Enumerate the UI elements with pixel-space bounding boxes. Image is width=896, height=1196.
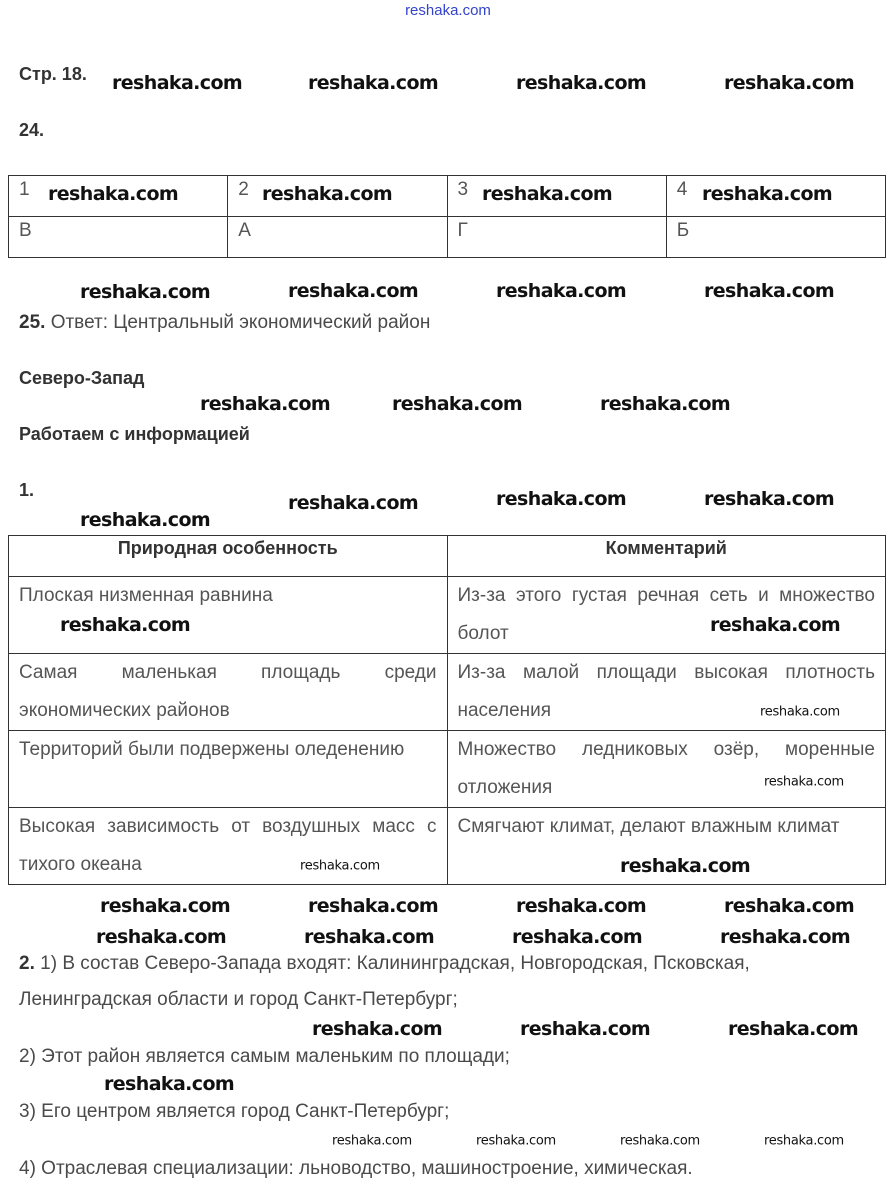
watermark: reshaka.com: [720, 926, 851, 948]
task-25-answer: Ответ: Центральный экономический район: [50, 312, 431, 333]
subsection-title: Работаем с информацией: [19, 424, 250, 444]
task-2-item: 3) Его центром является город Санкт-Пете…: [19, 1101, 450, 1122]
watermark: reshaka.com: [200, 393, 331, 415]
watermark: reshaka.com: [312, 1018, 443, 1040]
watermark: reshaka.com: [262, 183, 393, 205]
table-cell: В: [7, 216, 229, 258]
watermark: reshaka.com: [60, 614, 191, 636]
watermark: reshaka.com: [516, 895, 647, 917]
table-cell: Г: [446, 216, 667, 258]
task-2-item: 2) Этот район является самым маленьким п…: [19, 1046, 510, 1067]
task-2-item: 1) В состав Северо-Запада входят: Калини…: [40, 953, 750, 974]
watermark: reshaka.com: [620, 855, 751, 877]
task-2-line-1: 2. 1) В состав Северо-Запада входят: Кал…: [19, 953, 750, 975]
watermark: reshaka.com: [476, 1133, 556, 1149]
watermark: reshaka.com: [724, 72, 855, 94]
watermark: reshaka.com: [288, 280, 419, 302]
page-label: Стр. 18.: [19, 64, 87, 84]
site-watermark-top[interactable]: reshaka.com: [405, 2, 491, 19]
watermark: reshaka.com: [704, 488, 835, 510]
table-header-row: Природная особенность Комментарий: [8, 535, 886, 577]
watermark: reshaka.com: [332, 1133, 412, 1149]
task-2-item: 4) Отраслевая специализации: льноводство…: [19, 1158, 693, 1179]
watermark: reshaka.com: [48, 183, 179, 205]
table-cell: А: [227, 216, 448, 258]
task-25-number: 25.: [19, 312, 46, 333]
column-header: Природная особенность: [8, 535, 448, 577]
watermark: reshaka.com: [96, 926, 227, 948]
watermark: reshaka.com: [764, 774, 844, 790]
task-25: 25. Ответ: Центральный экономический рай…: [19, 312, 430, 334]
watermark: reshaka.com: [516, 72, 647, 94]
watermark: reshaka.com: [308, 895, 439, 917]
watermark: reshaka.com: [710, 614, 841, 636]
watermark: reshaka.com: [80, 281, 211, 303]
watermark: reshaka.com: [702, 183, 833, 205]
watermark: reshaka.com: [304, 926, 435, 948]
table-row: Высокая зависимость от воздушных масс с …: [8, 807, 886, 885]
task-1-table: Природная особенность Комментарий Плоска…: [8, 535, 886, 885]
table-cell: Территорий были подвержены оледенению: [8, 730, 448, 808]
table-cell: Самая маленькая площадь среди экономичес…: [8, 653, 448, 731]
table-cell: Высокая зависимость от воздушных масс с …: [8, 807, 448, 885]
watermark: reshaka.com: [100, 895, 231, 917]
watermark: reshaka.com: [288, 492, 419, 514]
column-header: Комментарий: [446, 535, 886, 577]
table-cell: Смягчают климат, делают влажным климат: [446, 807, 886, 885]
table-cell: Из-за этого густая речная сеть и множест…: [446, 576, 886, 654]
section-title: Северо-Запад: [19, 368, 145, 388]
watermark: reshaka.com: [620, 1133, 700, 1149]
watermark: reshaka.com: [512, 926, 643, 948]
task-24-number: 24.: [19, 120, 45, 140]
task-2-number: 2.: [19, 953, 35, 974]
watermark: reshaka.com: [704, 280, 835, 302]
table-cell: Из-за малой площади высокая плотность на…: [446, 653, 886, 731]
watermark: reshaka.com: [496, 280, 627, 302]
table-cell: 1: [7, 175, 229, 217]
watermark: reshaka.com: [300, 858, 380, 874]
watermark: reshaka.com: [760, 704, 840, 720]
watermark: reshaka.com: [482, 183, 613, 205]
watermark: reshaka.com: [80, 509, 211, 531]
watermark: reshaka.com: [520, 1018, 651, 1040]
watermark: reshaka.com: [600, 393, 731, 415]
watermark: reshaka.com: [496, 488, 627, 510]
task-24-table: 1 2 3 4 В А Г Б: [7, 175, 887, 258]
task-2-item: Ленинградская области и город Санкт-Пете…: [19, 989, 458, 1010]
table-cell: Множество ледниковых озёр, моренные отло…: [446, 730, 886, 808]
task-1-number: 1.: [19, 480, 35, 500]
watermark: reshaka.com: [392, 393, 523, 415]
table-row: В А Г Б: [7, 216, 887, 258]
watermark: reshaka.com: [104, 1073, 235, 1095]
table-cell: Плоская низменная равнина: [8, 576, 448, 654]
table-row: Самая маленькая площадь среди экономичес…: [8, 653, 886, 731]
table-row: Территорий были подвержены оледенению Мн…: [8, 730, 886, 808]
watermark: reshaka.com: [112, 72, 243, 94]
watermark: reshaka.com: [728, 1018, 859, 1040]
watermark: reshaka.com: [724, 895, 855, 917]
watermark: reshaka.com: [308, 72, 439, 94]
watermark: reshaka.com: [764, 1133, 844, 1149]
table-cell: Б: [665, 216, 887, 258]
table-row: Плоская низменная равнина Из-за этого гу…: [8, 576, 886, 654]
table-row: 1 2 3 4: [7, 175, 887, 217]
